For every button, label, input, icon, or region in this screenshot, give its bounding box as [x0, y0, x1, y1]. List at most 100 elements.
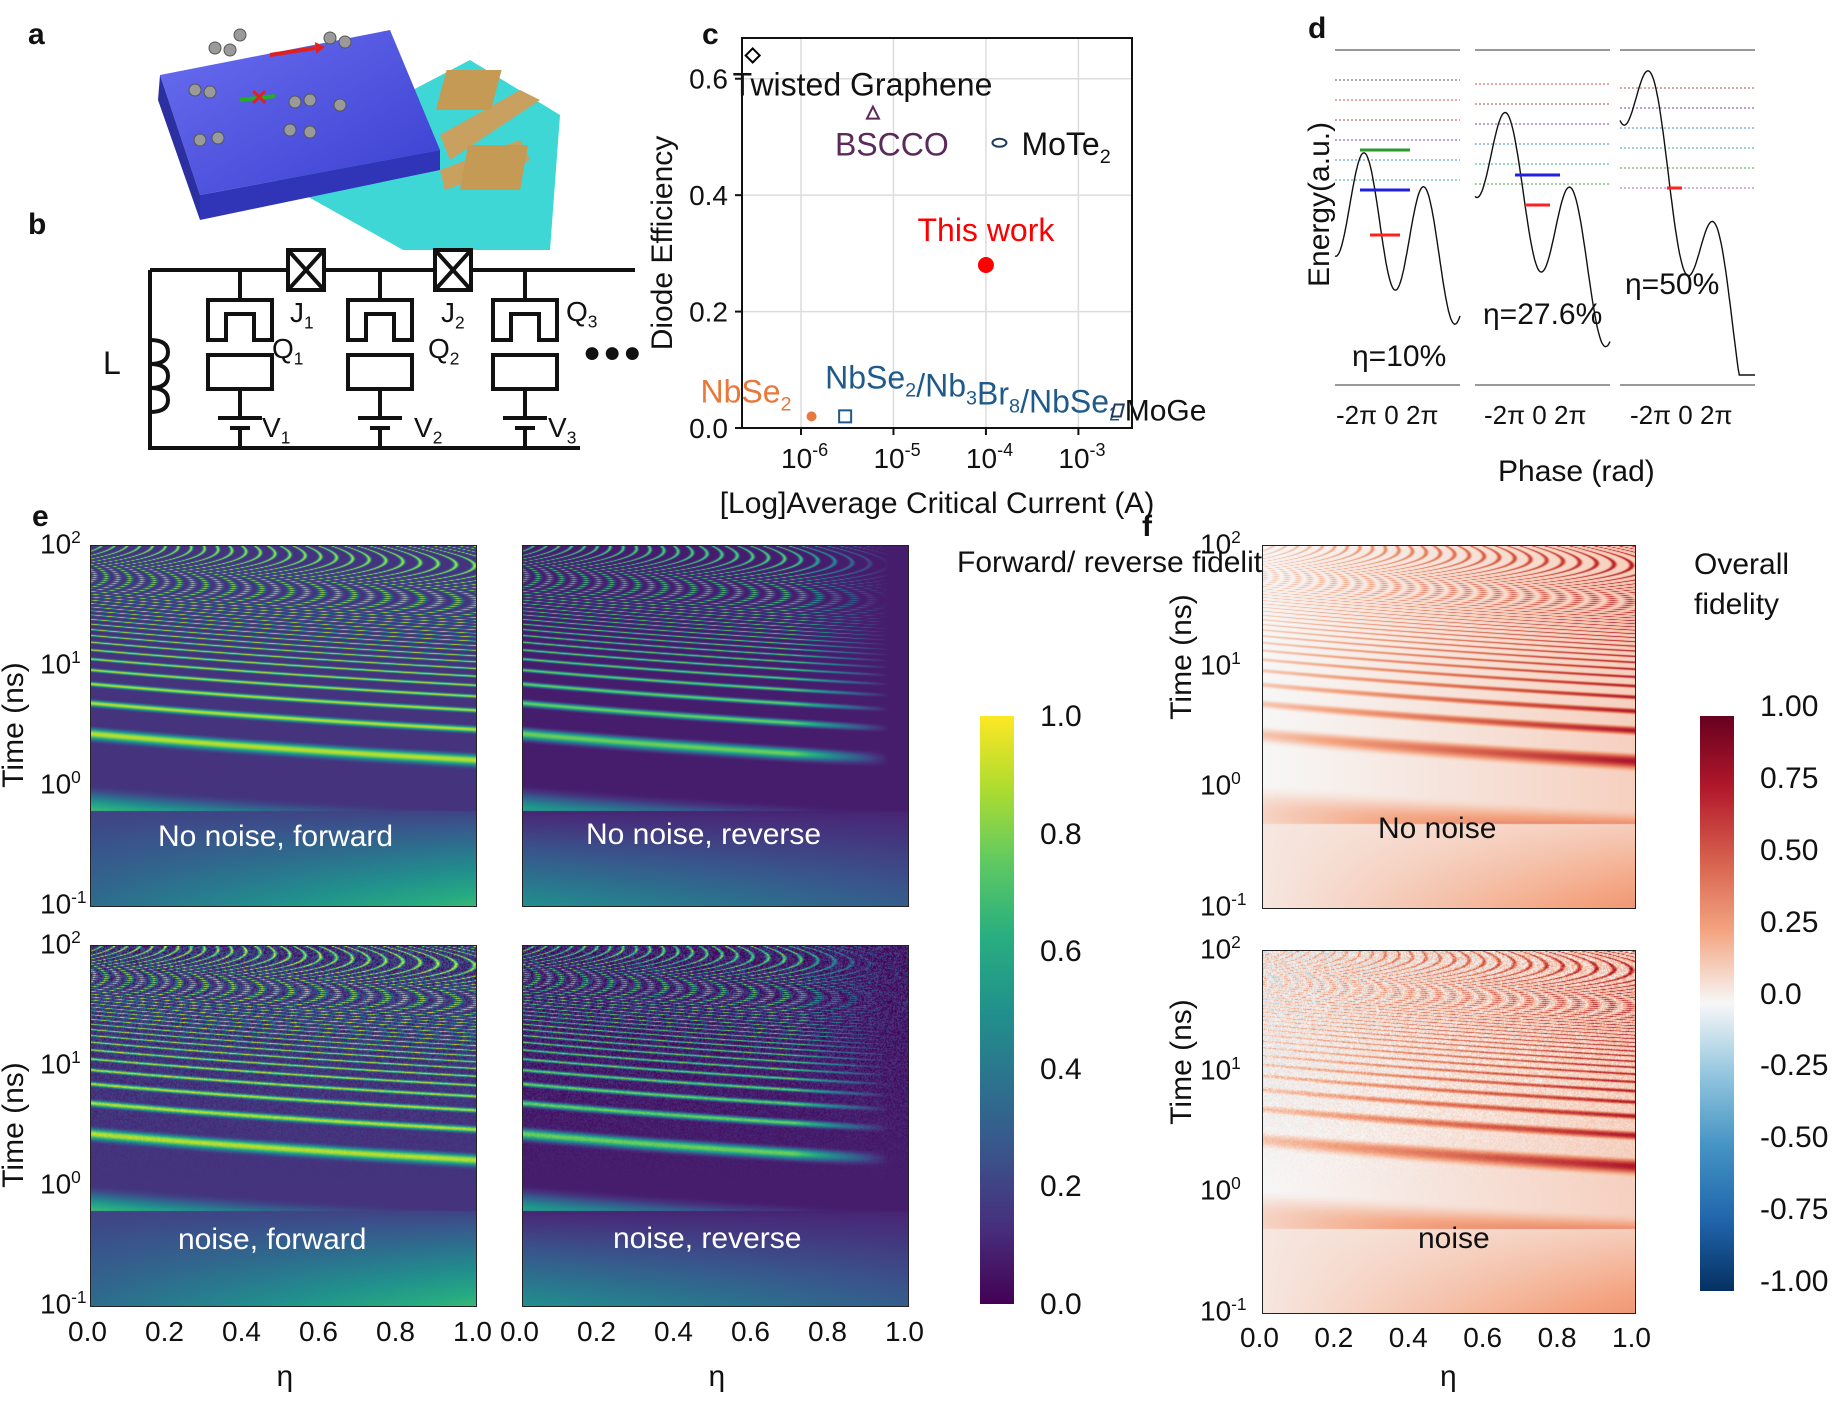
e-colorbar	[980, 716, 1014, 1304]
e-ytick-label: 100	[40, 767, 81, 800]
ellipsis-more-qubits: ●●●	[583, 336, 644, 369]
c-xtick-label: 10-5	[873, 440, 920, 474]
e-xlabel: η	[708, 1360, 726, 1393]
c-point-this-work	[977, 257, 994, 274]
c-point-twisted-graphene-label: Twisted Graphene	[733, 66, 993, 102]
f-heatmap-no-noise	[1262, 545, 1636, 909]
d-xticks-3: -2π 0 2π	[1630, 400, 1733, 430]
e-xlabel: η	[276, 1360, 294, 1393]
f-colorbar-tick: -0.75	[1760, 1193, 1829, 1227]
label-V2: V2	[414, 412, 443, 448]
label-Q3: Q3	[566, 296, 598, 332]
d-xticks-1: -2π 0 2π	[1336, 400, 1439, 430]
label-V3: V3	[548, 412, 577, 448]
f-ylabel-top: Time (ns)	[1165, 594, 1198, 720]
d-ylabel: Energy(a.u.)	[1303, 121, 1336, 287]
c-ytick-label: 0.0	[689, 413, 728, 444]
f-xlabel: η	[1440, 1360, 1457, 1393]
c-ytick-label: 0.4	[689, 180, 728, 211]
c-point-mote2-label: MoTe2	[1021, 126, 1110, 168]
label-Q2: Q2	[428, 333, 460, 369]
c-point-moge	[1110, 403, 1126, 418]
c-point-bscco	[865, 104, 881, 120]
panel-d-potentials	[1334, 49, 1755, 386]
c-point-nbse2-nb3br8-nbse2	[838, 409, 853, 424]
d-eta-label-2: η=27.6%	[1483, 298, 1603, 331]
f-xtick-label: 0.6	[1463, 1322, 1503, 1353]
reverse-arrow	[239, 94, 276, 102]
c-point-this-work-label: This work	[917, 212, 1055, 248]
f-ytick-label: 100	[1200, 1173, 1241, 1206]
f-colorbar-tick: -1.00	[1760, 1265, 1829, 1298]
d-potential-curve	[1619, 70, 1755, 376]
qubit-q3	[491, 270, 559, 448]
f-ytick-label: 10-1	[1200, 889, 1247, 922]
c-xlabel: [Log]Average Critical Current (A)	[720, 487, 1155, 520]
f-colorbar-tick: 0.0	[1760, 977, 1802, 1011]
d-eta-label-1: η=10%	[1352, 340, 1447, 373]
e-map-label-2: No noise, reverse	[586, 818, 822, 851]
panel-label-e: e	[32, 500, 49, 533]
panel-label-b: b	[28, 208, 47, 241]
f-ytick-label: 101	[1200, 647, 1241, 680]
f-ytick-label: 100	[1200, 768, 1241, 801]
cooper-pairs	[188, 28, 352, 147]
e-heatmap-noise-forward-canvas	[91, 946, 476, 1306]
f-ytick-label: 102	[1200, 932, 1241, 965]
e-map-label-3: noise, forward	[178, 1223, 367, 1256]
c-point-nbse2-label: NbSe2	[700, 373, 791, 415]
d-eta-label-3: η=50%	[1625, 268, 1720, 301]
e-xtick-label: 0.2	[577, 1316, 616, 1347]
c-xtick-label: 10-6	[781, 440, 828, 474]
e-xtick-label: 0.0	[500, 1316, 539, 1347]
e-ylabel-bottom: Time (ns)	[0, 1062, 30, 1188]
e-heatmap-no-noise-reverse	[522, 545, 909, 907]
f-xtick-label: 0.0	[1240, 1322, 1279, 1353]
f-ytick-label: 102	[1200, 527, 1241, 560]
f-colorbar-tick: 1.00	[1760, 690, 1819, 723]
c-ylabel: Diode Efficiency	[646, 136, 679, 351]
f-xtick-label: 0.4	[1388, 1322, 1428, 1353]
e-heatmap-no-noise-reverse-canvas	[523, 546, 908, 906]
e-heatmap-noise-forward	[90, 945, 477, 1307]
c-point-nbse2	[806, 411, 817, 422]
d-xticks-2: -2π 0 2π	[1484, 400, 1587, 430]
e-ytick-label: 100	[40, 1167, 81, 1200]
e-xtick-label: 0.4	[222, 1316, 261, 1347]
c-ytick-label: 0.6	[689, 64, 728, 95]
inductor-symbol	[149, 338, 171, 414]
c-point-nbse2-nb3br8-nbse2-label: NbSe2/Nb3Br8/NbSe2	[825, 359, 1120, 425]
f-colorbar	[1700, 716, 1734, 1291]
e-ytick-label: 102	[40, 927, 81, 960]
e-xtick-label: 0.0	[68, 1316, 107, 1347]
f-heatmap-no-noise-canvas	[1263, 546, 1635, 908]
e-xtick-label: 1.0	[453, 1316, 492, 1347]
f-xtick-label: 0.2	[1314, 1322, 1354, 1353]
e-ytick-label: 102	[40, 527, 81, 560]
f-ylabel-bottom: Time (ns)	[1165, 999, 1198, 1125]
f-heatmap-noise-canvas	[1263, 951, 1635, 1313]
e-colorbar-tick: 1.0	[1040, 700, 1082, 733]
f-colorbar-label: Overall fidelity	[1694, 548, 1790, 621]
e-ytick-label: 10-1	[40, 887, 87, 920]
label-Q1: Q1	[272, 333, 304, 369]
e-ytick-label: 101	[40, 647, 81, 680]
panel-label-d: d	[1308, 12, 1327, 45]
f-ytick-label: 101	[1200, 1052, 1241, 1085]
e-ytick-label: 10-1	[40, 1287, 87, 1320]
electrode-upper	[440, 90, 540, 160]
device-illustration: ✕	[158, 28, 560, 250]
e-heatmap-noise-reverse-canvas	[523, 946, 908, 1306]
c-point-moge-label: MoGe	[1125, 395, 1207, 428]
e-xtick-label: 0.6	[731, 1316, 770, 1347]
e-colorbar-tick: 0.8	[1040, 817, 1082, 851]
qubit-q2	[346, 270, 414, 448]
e-xtick-label: 0.8	[808, 1316, 847, 1347]
f-colorbar-tick: 0.75	[1760, 761, 1819, 795]
e-ytick-label: 101	[40, 1047, 81, 1080]
e-xtick-label: 1.0	[885, 1316, 924, 1347]
e-heatmap-no-noise-forward	[90, 545, 477, 907]
label-V1: V1	[262, 412, 291, 448]
f-colorbar-tick: -0.25	[1760, 1049, 1829, 1083]
f-map-label-2: noise	[1418, 1222, 1490, 1255]
